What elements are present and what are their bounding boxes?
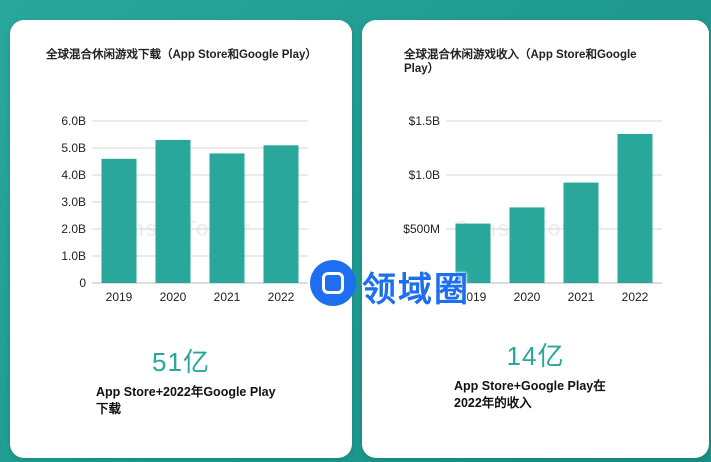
downloads-bar-chart: 0 1.0B 2.0B 3.0B 4.0B 5.0B 6.0B 2019 2020 2021 202… (61, 114, 308, 304)
downloads-ytick-label: 0 (79, 276, 86, 290)
logo-square-icon (310, 260, 356, 306)
downloads-xtick-label: 2021 (214, 290, 241, 304)
downloads-xtick-label: 2022 (268, 290, 295, 304)
downloads-bar-2022 (263, 145, 299, 283)
downloads-bar-2020 (155, 139, 191, 283)
downloads-bar-2019 (101, 158, 137, 283)
revenue-xtick-label: 2019 (460, 290, 487, 304)
revenue-xtick-label: 2021 (568, 290, 595, 304)
downloads-ytick-label: 1.0B (61, 249, 86, 263)
site-logo: 领域圈 (310, 258, 520, 310)
revenue-ytick-label: $1.5B (409, 114, 440, 128)
downloads-ytick-label: 5.0B (61, 141, 86, 155)
revenue-description: App Store+Google Play在2022年的收入 (454, 379, 606, 410)
revenue-bar-2019 (455, 223, 491, 283)
downloads-xtick-label: 2019 (106, 290, 133, 304)
revenue-bar-2021 (563, 182, 599, 283)
logo-text: 领域圈 (362, 270, 470, 310)
downloads-xtick-label: 2020 (160, 290, 187, 304)
revenue-ytick-label: $1.0B (409, 168, 440, 182)
revenue-ytick-label: $500M (403, 222, 440, 236)
revenue-bar-2022 (617, 133, 653, 283)
revenue-xtick-label: 2022 (622, 290, 649, 304)
downloads-ytick-label: 6.0B (61, 114, 86, 128)
downloads-ytick-label: 2.0B (61, 222, 86, 236)
downloads-chart-title: 全球混合休闲游戏下载（App Store和Google Play） (46, 49, 317, 61)
downloads-bar-2021 (209, 153, 245, 283)
downloads-card: 全球混合休闲游戏下载（App Store和Google Play） Sensor… (10, 20, 352, 458)
downloads-ytick-label: 4.0B (61, 168, 86, 182)
revenue-xtick-label: 2020 (514, 290, 541, 304)
revenue-card: 全球混合休闲游戏收入（App Store和Google Play） Sensor… (362, 20, 709, 458)
revenue-bar-2020 (509, 207, 545, 283)
revenue-big-number: 14亿 (506, 341, 565, 371)
downloads-ytick-label: 3.0B (61, 195, 86, 209)
revenue-bar-chart: $500M $1.0B $1.5B 2019 2020 2021 2022 (403, 114, 662, 304)
downloads-description: App Store+2022年Google Play下载 (96, 385, 276, 416)
revenue-chart-title: 全球混合休闲游戏收入（App Store和Google Play） (404, 49, 637, 75)
downloads-big-number: 51亿 (152, 347, 210, 377)
